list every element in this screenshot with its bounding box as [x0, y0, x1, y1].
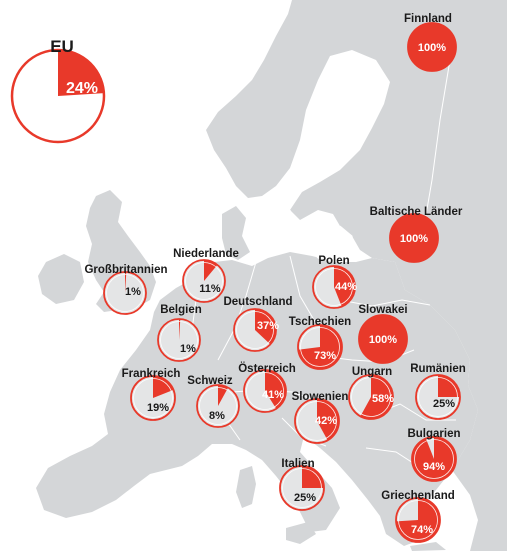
land-scandinavia-russia	[206, 0, 507, 551]
pie-oesterreich-slice	[265, 370, 286, 409]
pie-deutschland-rim	[236, 311, 274, 349]
frankreich-name-label: Frankreich	[122, 368, 181, 380]
pie-oesterreich: Österreich 41%	[238, 362, 296, 413]
oesterreich-value-label: 41%	[262, 389, 284, 401]
pie-tschechien: Tschechien 73%	[289, 316, 351, 370]
pie-polen: Polen 44%	[312, 255, 357, 309]
italien-value-label: 25%	[294, 492, 316, 504]
pie-belgien-rim	[160, 321, 198, 359]
schweiz-name-label: Schweiz	[187, 375, 233, 387]
polen-name-label: Polen	[318, 255, 349, 267]
rumaenien-value-label: 25%	[433, 398, 455, 410]
pie-baltische-laender: Baltische Länder 100%	[370, 206, 463, 263]
land-sardinia	[236, 466, 256, 508]
pie-ungarn-rim	[351, 377, 391, 417]
land-denmark	[222, 206, 250, 260]
pie-deutschland-slice	[255, 308, 277, 345]
pie-slowakei: Slowakei 100%	[358, 304, 408, 364]
pie-italien-rim	[282, 468, 322, 508]
pie-griechenland-rim	[398, 500, 438, 540]
pie-bulgarien-slice	[411, 437, 456, 481]
tschechien-name-label: Tschechien	[289, 316, 351, 328]
ungarn-value-label: 58%	[372, 393, 394, 405]
pie-finnland: Finnland 100%	[404, 13, 457, 72]
bulgarien-value-label: 94%	[423, 461, 445, 473]
land-crete	[410, 542, 446, 551]
pie-niederlande-rim	[185, 262, 223, 300]
pie-slowakei-slice	[359, 315, 407, 363]
pie-finnland-slice	[408, 23, 456, 71]
pie-schweiz-rim	[199, 387, 237, 425]
pie-italien: Italien 25%	[279, 458, 325, 511]
pie-ungarn-slice	[360, 375, 393, 420]
land-ireland	[38, 254, 84, 304]
tschechien-value-label: 73%	[314, 350, 336, 362]
pie-frankreich: Frankreich 19%	[122, 368, 181, 421]
pie-rumaenien: Rumänien 25%	[410, 363, 466, 420]
belgien-value-label: 1%	[180, 343, 196, 355]
pie-rumaenien-slice	[438, 375, 460, 397]
slowakei-name-label: Slowakei	[358, 304, 407, 316]
pie-oesterreich-rim	[246, 372, 284, 410]
polen-value-label: 44%	[335, 281, 357, 293]
pie-slowenien-rim	[297, 401, 337, 441]
finnland-value-label: 100%	[418, 42, 446, 54]
pie-griechenland: Griechenland 74%	[381, 490, 455, 543]
pie-schweiz: Schweiz 8%	[187, 375, 240, 428]
griechenland-value-label: 74%	[411, 524, 433, 536]
niederlande-name-label: Niederlande	[173, 248, 239, 260]
land-sicily	[286, 522, 316, 544]
baltische-laender-value-label: 100%	[400, 233, 428, 245]
pie-belgien-slice	[179, 318, 181, 340]
eu-name-label: EU	[50, 37, 74, 56]
pie-slowenien: Slowenien 42%	[292, 391, 349, 444]
pie-baltische-laender-slice	[390, 214, 438, 262]
pie-frankreich-rim	[133, 378, 173, 418]
pie-grossbritannien-rim	[106, 274, 144, 312]
deutschland-value-label: 37%	[257, 320, 279, 332]
pie-tschechien-rim	[300, 327, 340, 367]
deutschland-name-label: Deutschland	[223, 296, 292, 308]
frankreich-value-label: 19%	[147, 402, 169, 414]
pie-belgien: Belgien 1%	[157, 304, 202, 362]
pie-frankreich-slice	[153, 376, 174, 398]
grossbritannien-value-label: 1%	[125, 286, 141, 298]
belgien-name-label: Belgien	[160, 304, 202, 316]
pie-schweiz-slice	[218, 385, 229, 406]
pie-niederlande: Niederlande 11%	[173, 248, 239, 303]
slowenien-name-label: Slowenien	[292, 391, 349, 403]
schweiz-value-label: 8%	[209, 410, 225, 422]
eu-value-label: 24%	[66, 80, 98, 97]
pie-charts: EU 24% Finnland 100% Baltische Länder 100% Nie…	[10, 13, 466, 543]
pie-italien-slice	[302, 466, 324, 488]
ungarn-name-label: Ungarn	[352, 366, 392, 378]
rumaenien-name-label: Rumänien	[410, 363, 466, 375]
oesterreich-name-label: Österreich	[238, 362, 296, 375]
pie-grossbritannien: Großbritannien 1%	[84, 264, 168, 315]
pie-eu: EU 24%	[10, 37, 106, 144]
baltische-laender-name-label: Baltische Länder	[370, 206, 463, 218]
pie-eu-slice	[58, 50, 104, 96]
pie-slowenien-slice	[317, 399, 340, 441]
pie-deutschland: Deutschland 37%	[223, 296, 293, 352]
pie-griechenland-slice	[396, 498, 440, 542]
pie-polen-rim	[315, 268, 353, 306]
pie-tschechien-slice	[298, 325, 342, 369]
slowenien-value-label: 42%	[315, 415, 337, 427]
pie-bulgarien: Bulgarien 94%	[407, 428, 461, 482]
niederlande-value-label: 11%	[199, 283, 221, 295]
griechenland-name-label: Griechenland	[381, 490, 455, 502]
finnland-name-label: Finnland	[404, 13, 452, 25]
grossbritannien-name-label: Großbritannien	[84, 264, 167, 276]
pie-bulgarien-rim	[414, 439, 454, 479]
bulgarien-name-label: Bulgarien	[407, 428, 460, 440]
pie-grossbritannien-slice	[125, 272, 127, 293]
italien-name-label: Italien	[281, 458, 314, 470]
pie-rumaenien-rim	[418, 377, 458, 417]
pie-ungarn: Ungarn 58%	[348, 366, 394, 420]
slowakei-value-label: 100%	[369, 334, 397, 346]
